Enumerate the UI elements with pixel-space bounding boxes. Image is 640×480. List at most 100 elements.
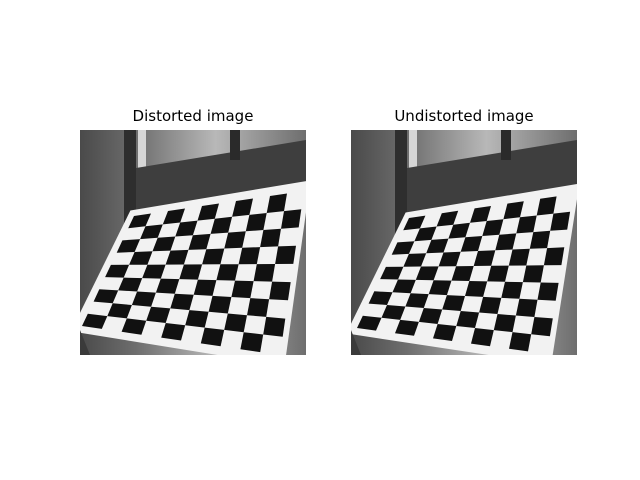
board-square	[152, 236, 176, 252]
cabinet	[407, 140, 577, 225]
panel-distorted: Distorted image	[80, 105, 306, 355]
shelf-post	[501, 130, 511, 160]
panel-title-undistorted: Undistorted image	[394, 107, 534, 125]
board-square	[162, 208, 185, 225]
board-square	[82, 313, 108, 329]
board-square	[238, 247, 261, 265]
shelf-post	[230, 130, 240, 160]
board-square	[202, 248, 225, 265]
board-square	[487, 265, 509, 282]
board-square	[501, 281, 523, 299]
window-frame	[138, 130, 146, 170]
board-square	[522, 265, 544, 283]
board-square	[116, 239, 141, 253]
checkerboard-photo-undistorted	[351, 130, 577, 355]
board-square	[436, 210, 459, 227]
board-square	[275, 245, 296, 264]
board-square	[543, 247, 565, 266]
board-square	[438, 251, 461, 267]
board-square	[247, 298, 270, 317]
board-square	[188, 233, 211, 250]
board-square	[479, 296, 502, 314]
board-square	[550, 211, 571, 231]
board-square	[391, 241, 415, 255]
board-square	[531, 317, 553, 337]
board-square	[451, 266, 474, 281]
board-square	[392, 279, 416, 294]
board-square	[465, 281, 488, 297]
board-square	[442, 295, 465, 311]
board-square	[471, 328, 494, 347]
board-square	[105, 264, 130, 278]
board-square	[529, 230, 551, 249]
board-square	[460, 236, 483, 252]
board-square	[281, 209, 302, 229]
board-square	[403, 215, 426, 231]
board-square	[433, 324, 457, 341]
board-square	[245, 213, 267, 232]
board-square	[357, 315, 382, 331]
board-square	[380, 266, 404, 280]
board-square	[405, 293, 429, 308]
board-square	[193, 279, 217, 296]
board-square	[224, 231, 246, 249]
board-square	[448, 222, 470, 239]
board-square	[170, 293, 194, 311]
board-square	[495, 233, 517, 251]
board-square	[395, 319, 419, 336]
board-square	[509, 332, 532, 352]
board-square	[128, 213, 151, 229]
board-square	[414, 226, 437, 242]
board-square	[146, 306, 171, 323]
panel-title-distorted: Distorted image	[132, 107, 254, 125]
floor	[351, 330, 361, 355]
board-square	[118, 277, 143, 292]
board-square	[508, 248, 530, 266]
board-square	[200, 327, 225, 347]
board-square	[537, 282, 559, 301]
board-square	[107, 303, 132, 319]
board-square	[93, 289, 119, 304]
board-square	[470, 206, 491, 223]
board-square	[232, 198, 253, 217]
board-square	[403, 253, 427, 267]
board-square	[121, 318, 147, 335]
image-undistorted	[351, 130, 577, 355]
board-square	[240, 332, 264, 353]
board-square	[179, 264, 203, 280]
board-square	[473, 250, 496, 266]
board-square	[208, 295, 232, 314]
board-square	[216, 264, 239, 281]
board-square	[493, 314, 516, 333]
board-square	[231, 280, 254, 299]
board-square	[155, 278, 180, 294]
board-square	[197, 203, 219, 221]
board-square	[131, 291, 156, 307]
board-square	[185, 310, 209, 328]
board-square	[210, 216, 233, 234]
checkerboard-photo-distorted	[80, 130, 306, 355]
board-square	[368, 291, 393, 305]
board-square	[269, 281, 291, 301]
panel-undistorted: Undistorted image	[351, 105, 577, 355]
board-square	[381, 305, 406, 320]
board-square	[224, 313, 247, 333]
board-square	[260, 228, 281, 248]
board-square	[165, 249, 189, 265]
board-square	[129, 251, 153, 265]
board-square	[515, 298, 538, 317]
board-square	[142, 264, 166, 279]
board-square	[456, 311, 480, 328]
window-frame	[409, 130, 417, 170]
board-square	[482, 219, 504, 236]
board-square	[263, 316, 286, 337]
image-distorted	[80, 130, 306, 355]
board-square	[140, 224, 163, 240]
board-square	[415, 266, 439, 281]
board-square	[266, 193, 287, 213]
board-square	[516, 215, 537, 234]
board-square	[418, 308, 443, 324]
board-square	[175, 220, 198, 237]
board-square	[503, 201, 524, 220]
